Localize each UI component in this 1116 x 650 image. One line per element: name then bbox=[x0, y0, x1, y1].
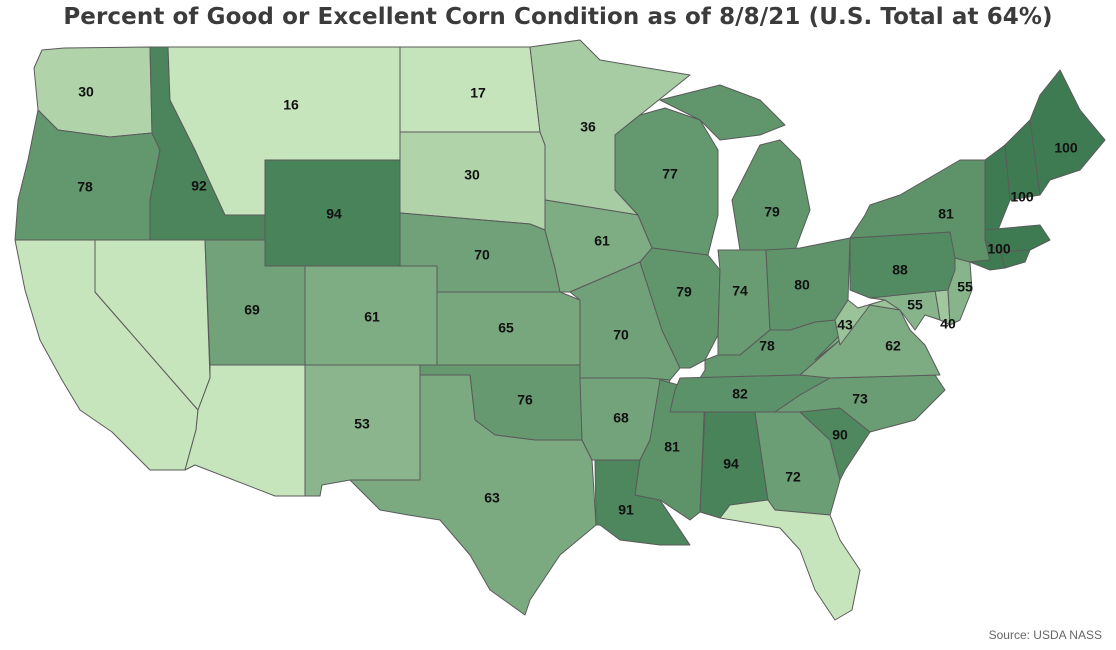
state-label-ga: 72 bbox=[785, 469, 801, 485]
state-label-nc: 73 bbox=[852, 391, 868, 407]
state-mi[interactable] bbox=[731, 139, 811, 251]
state-label-va: 62 bbox=[885, 338, 901, 354]
state-label-mi: 79 bbox=[764, 204, 780, 220]
state-wi[interactable] bbox=[614, 107, 719, 256]
state-vt[interactable] bbox=[984, 144, 1011, 241]
state-label-wv: 43 bbox=[837, 317, 853, 333]
state-label-ks: 65 bbox=[498, 320, 514, 336]
state-me[interactable] bbox=[1029, 69, 1106, 196]
state-il[interactable] bbox=[639, 247, 721, 369]
state-label-md: 55 bbox=[907, 297, 923, 313]
state-label-ar: 68 bbox=[613, 410, 629, 426]
states-layer bbox=[14, 39, 1106, 621]
state-label-mt: 16 bbox=[283, 97, 299, 113]
state-label-co: 61 bbox=[364, 309, 380, 325]
state-label-ma: 100 bbox=[987, 241, 1011, 257]
state-label-tx: 63 bbox=[484, 490, 500, 506]
state-label-mn: 36 bbox=[580, 119, 596, 135]
state-label-tn: 82 bbox=[732, 386, 748, 402]
state-label-id: 92 bbox=[191, 178, 207, 194]
state-label-ky: 78 bbox=[759, 338, 775, 354]
state-label-mo: 70 bbox=[613, 327, 629, 343]
state-label-me: 100 bbox=[1054, 140, 1078, 156]
state-ms[interactable] bbox=[634, 379, 706, 521]
state-label-or: 78 bbox=[77, 179, 93, 195]
state-label-la: 91 bbox=[618, 502, 634, 518]
state-label-vt: 100 bbox=[1010, 189, 1034, 205]
state-nj[interactable] bbox=[947, 257, 973, 326]
state-label-nd: 17 bbox=[470, 85, 486, 101]
state-label-oh: 80 bbox=[794, 277, 810, 293]
state-label-al: 94 bbox=[723, 456, 739, 472]
labels-layer: 30 78 92 16 94 69 61 53 17 30 70 65 76 63 36 61 70 68 91 77… bbox=[77, 84, 1078, 518]
state-label-pa: 88 bbox=[892, 262, 908, 278]
state-label-de: 40 bbox=[940, 316, 956, 332]
state-label-ms: 81 bbox=[664, 439, 680, 455]
state-ri[interactable] bbox=[999, 249, 1031, 269]
state-label-wa: 30 bbox=[78, 84, 94, 100]
state-label-in: 74 bbox=[732, 283, 748, 299]
state-label-wi: 77 bbox=[662, 166, 678, 182]
state-fl[interactable] bbox=[719, 499, 861, 621]
state-nc[interactable] bbox=[774, 374, 946, 433]
state-mi-upper[interactable] bbox=[659, 84, 786, 141]
state-label-sd: 30 bbox=[464, 167, 480, 183]
state-label-ut: 69 bbox=[244, 302, 260, 318]
state-label-sc: 90 bbox=[832, 427, 848, 443]
state-label-wy: 94 bbox=[326, 206, 342, 222]
state-label-ne: 70 bbox=[474, 247, 490, 263]
state-label-ia: 61 bbox=[594, 233, 610, 249]
state-label-ny: 81 bbox=[938, 206, 954, 222]
map-title: Percent of Good or Excellent Corn Condit… bbox=[63, 4, 1053, 30]
state-label-nj: 55 bbox=[957, 279, 973, 295]
state-label-il: 79 bbox=[676, 284, 692, 300]
state-tx[interactable] bbox=[349, 374, 597, 616]
state-label-nm: 53 bbox=[354, 416, 370, 432]
source-note: Source: USDA NASS bbox=[988, 628, 1102, 642]
state-label-ok: 76 bbox=[517, 392, 533, 408]
